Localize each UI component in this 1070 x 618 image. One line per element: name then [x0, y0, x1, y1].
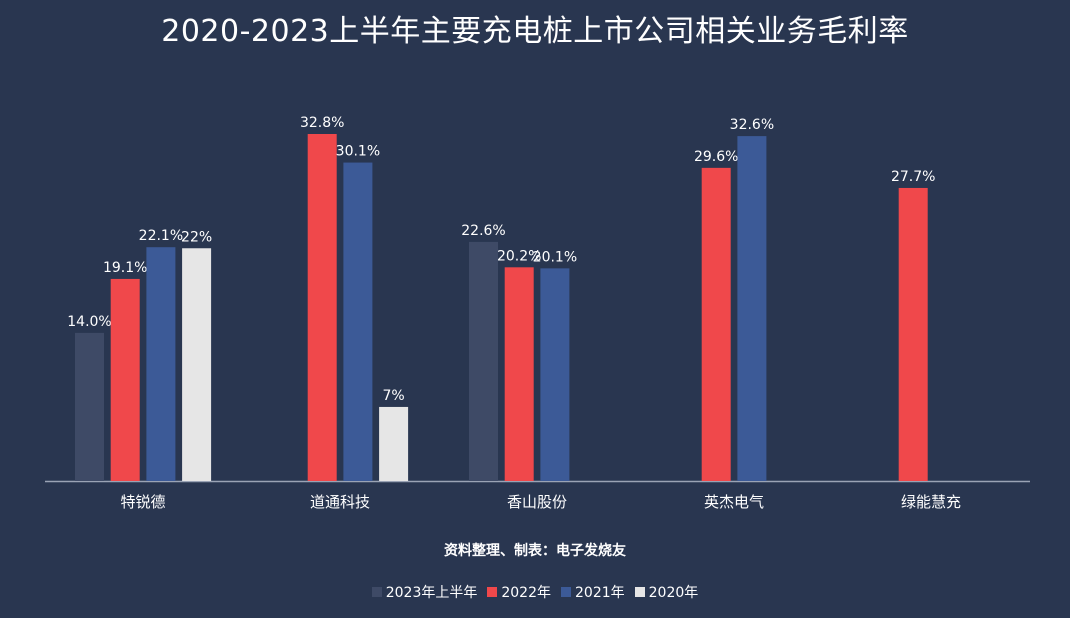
data-label: 20.2%: [497, 248, 541, 264]
legend-label: 2020年: [648, 585, 699, 601]
bar: [110, 278, 140, 481]
bar: [379, 406, 409, 481]
data-label: 20.1%: [533, 249, 577, 265]
data-label: 22%: [181, 229, 212, 245]
data-label: 22.6%: [461, 223, 505, 239]
data-label: 22.1%: [139, 228, 183, 244]
data-label: 7%: [382, 388, 404, 404]
bar: [182, 248, 212, 481]
x-tick-label: 英杰电气: [704, 493, 764, 511]
bar: [701, 167, 731, 482]
chart-title: 2020-2023上半年主要充电桩上市公司相关业务毛利率: [161, 14, 909, 49]
bar: [146, 247, 176, 481]
data-label: 27.7%: [891, 169, 935, 185]
legend-item: 2021年: [561, 582, 625, 602]
x-tick-label: 绿能慧充: [901, 493, 961, 511]
legend-item: 2020年: [634, 582, 699, 602]
source-note: 资料整理、制表：电子发烧友: [444, 543, 626, 559]
data-label: 29.6%: [694, 149, 738, 165]
x-tick-label: 香山股份: [507, 493, 567, 511]
bar: [737, 136, 767, 482]
bar: [75, 332, 104, 481]
data-label: 19.1%: [103, 260, 147, 276]
bar: [469, 241, 498, 481]
data-label: 32.6%: [730, 117, 774, 133]
bar: [307, 134, 337, 481]
bar: [343, 162, 373, 481]
legend-swatch: [634, 587, 645, 597]
data-label: 14.0%: [67, 314, 111, 330]
chart-legend: 2023年上半年 2022年 2021年 2020年: [0, 582, 1070, 602]
x-tick-label: 特锐德: [121, 493, 166, 511]
legend-swatch: [561, 587, 571, 597]
legend-label: 2021年: [575, 585, 625, 601]
data-label: 32.8%: [300, 115, 344, 131]
legend-label: 2023年上半年: [385, 585, 478, 601]
legend-label: 2022年: [501, 585, 551, 601]
legend-item: 2022年: [487, 582, 551, 602]
legend-item: 2023年上半年: [371, 582, 478, 602]
bar: [540, 268, 570, 481]
bar: [504, 267, 534, 481]
legend-swatch: [487, 587, 498, 597]
bar: [898, 187, 928, 481]
legend-swatch: [371, 587, 382, 597]
x-tick-label: 道通科技: [310, 493, 370, 511]
data-label: 30.1%: [336, 144, 380, 160]
